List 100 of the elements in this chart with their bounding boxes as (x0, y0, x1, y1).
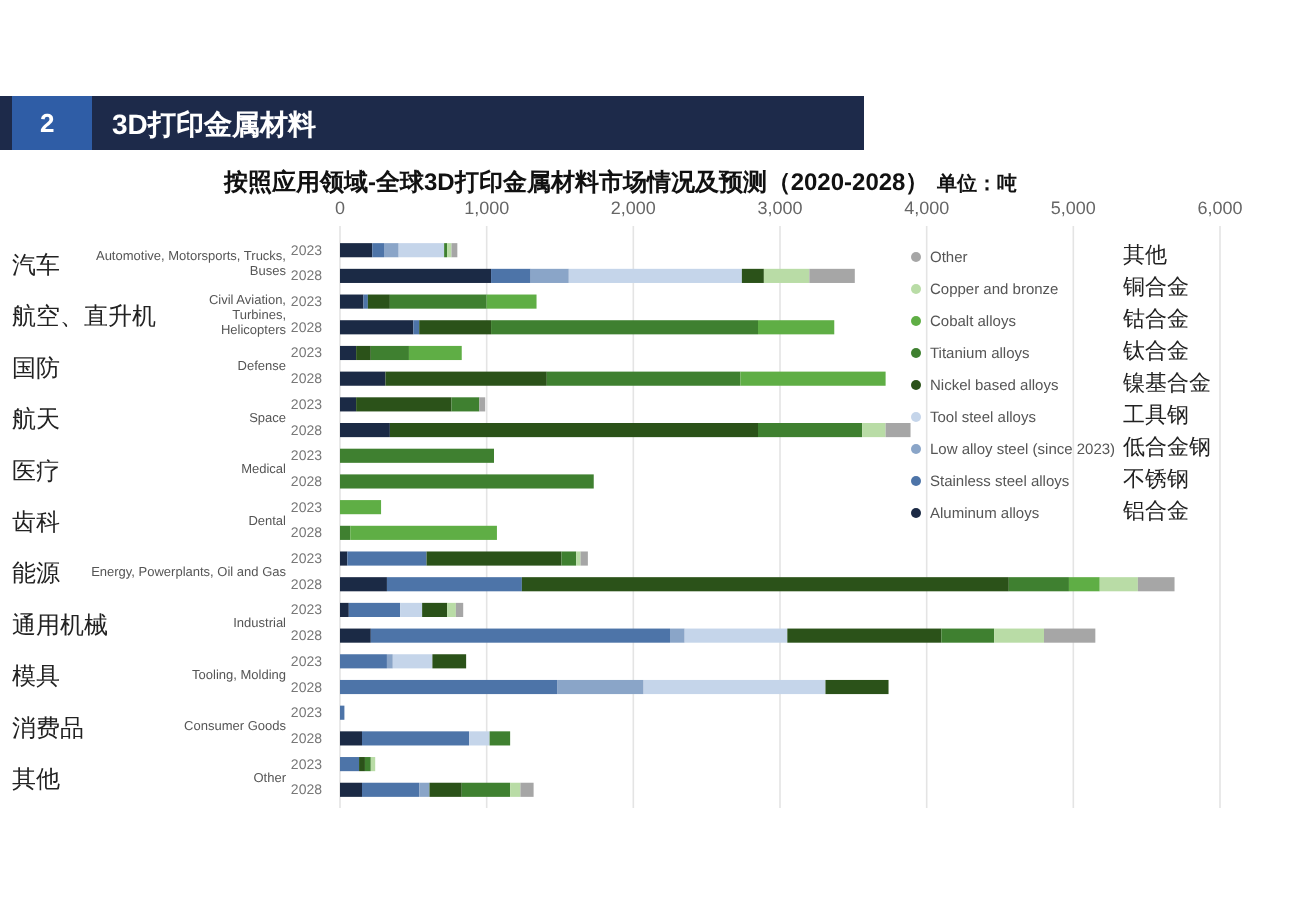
bar (455, 602, 464, 617)
bar (1008, 577, 1069, 592)
bar (885, 423, 911, 438)
x-tick-label: 2,000 (610, 198, 656, 218)
bar (356, 397, 452, 412)
text: 能源 (12, 559, 60, 588)
bar (447, 602, 456, 617)
bar (340, 731, 362, 746)
bar (451, 243, 458, 258)
bar (787, 628, 942, 643)
bar (426, 551, 562, 566)
bar (413, 320, 420, 335)
bar (741, 268, 764, 283)
bar (348, 602, 401, 617)
bar (1044, 628, 1096, 643)
bar (491, 320, 758, 335)
text: 其他 (12, 764, 60, 793)
bar (340, 525, 351, 540)
bar (1099, 577, 1138, 592)
bar (419, 320, 492, 335)
text: 消费品 (12, 713, 84, 742)
x-tick-label: 5,000 (1050, 198, 1096, 218)
bar (521, 577, 1009, 592)
bar (340, 268, 492, 283)
bar (359, 757, 365, 772)
bar (340, 628, 371, 643)
bar (347, 551, 427, 566)
bar (809, 268, 855, 283)
text: 医疗 (12, 456, 60, 485)
bar (340, 423, 390, 438)
bar (362, 782, 420, 797)
bar (1068, 577, 1100, 592)
bar (510, 782, 521, 797)
bar (994, 628, 1044, 643)
text: 2 (40, 108, 55, 138)
bar (340, 782, 362, 797)
bar (432, 654, 467, 669)
bar (461, 782, 511, 797)
bar (386, 654, 393, 669)
bar (520, 782, 534, 797)
bar (941, 628, 995, 643)
bar (670, 628, 685, 643)
bar (1137, 577, 1175, 592)
bar (763, 268, 810, 283)
bar (340, 243, 373, 258)
bar (340, 551, 348, 566)
text: 齿科 (12, 508, 60, 536)
text: 通用机械 (12, 610, 108, 639)
bar (370, 345, 409, 361)
bar (389, 294, 487, 309)
bar (370, 628, 670, 643)
bar (389, 423, 758, 438)
bar (340, 448, 494, 463)
bar (340, 602, 349, 617)
bar (386, 577, 522, 592)
text: 汽车 (12, 251, 60, 280)
bar (491, 268, 531, 283)
bar (340, 577, 387, 592)
bar (398, 243, 445, 258)
bar (419, 782, 430, 797)
bar (385, 371, 547, 386)
bar (356, 345, 371, 361)
bar (367, 294, 390, 309)
bar (362, 731, 470, 746)
x-tick-label: 6,000 (1197, 198, 1243, 218)
bar (557, 679, 644, 695)
bar (340, 757, 360, 772)
bar (469, 731, 490, 746)
bar (340, 371, 386, 386)
bar (758, 423, 863, 438)
chart-subtitle: 单位：吨 (935, 172, 1018, 196)
bar (422, 602, 448, 617)
bar (862, 423, 886, 438)
chart-title: 按照应用领域-全球3D打印金属材料市场情况及预测（2020-2028） (222, 168, 930, 196)
bar (340, 320, 414, 335)
bar (429, 782, 462, 797)
x-tick-label: 1,000 (464, 198, 510, 218)
x-tick-label: 4,000 (904, 198, 950, 218)
text: 航天 (12, 405, 60, 434)
x-tick-label: 3,000 (757, 198, 803, 218)
bar (392, 654, 433, 669)
bar (370, 757, 376, 772)
bar (372, 243, 384, 258)
text: 模具 (12, 662, 60, 691)
bar (340, 500, 382, 515)
text: 航空、直升机 (12, 302, 156, 331)
x-tick-label: 0 (334, 198, 346, 218)
bar (350, 525, 497, 540)
text: 国防 (12, 353, 60, 382)
bar (384, 243, 399, 258)
bar (340, 294, 364, 309)
bar (451, 397, 480, 412)
bar (408, 345, 462, 361)
bar (561, 551, 577, 566)
bar (825, 679, 889, 695)
bar (546, 371, 741, 386)
bar (643, 679, 826, 695)
bar (758, 320, 835, 335)
bar (530, 268, 569, 283)
bar (486, 294, 537, 309)
